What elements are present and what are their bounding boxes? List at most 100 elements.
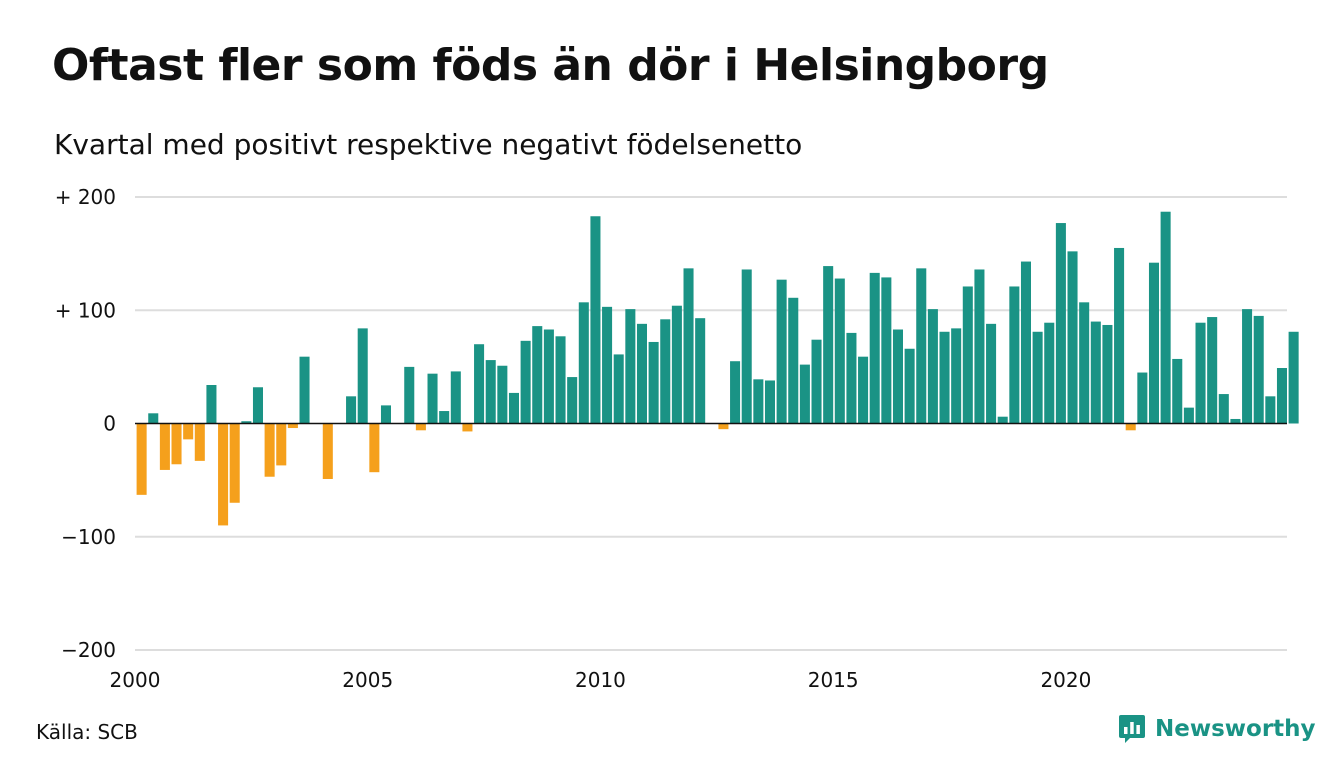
bar-chart: −200 −100 0 + 100 + 200 2000 2005 2010 2015 2020	[55, 185, 1299, 692]
bar	[241, 421, 252, 424]
bar	[1055, 223, 1066, 424]
bar	[834, 278, 845, 424]
bar	[287, 423, 298, 429]
bar	[590, 216, 601, 424]
bar	[1148, 262, 1159, 424]
x-tick-label: 2005	[342, 668, 393, 692]
bar	[508, 392, 519, 424]
x-tick-label: 2015	[808, 668, 859, 692]
bar	[613, 354, 624, 424]
bar	[1265, 396, 1276, 424]
bar	[171, 423, 182, 465]
bar	[497, 365, 508, 424]
bar	[858, 356, 869, 424]
bar	[1253, 315, 1264, 424]
bar	[1172, 358, 1183, 424]
bar	[276, 423, 287, 466]
bar	[369, 423, 380, 473]
bar	[764, 380, 775, 424]
bar	[904, 348, 915, 424]
bar	[939, 331, 950, 424]
y-tick-label: + 200	[55, 185, 116, 209]
bar	[1044, 322, 1055, 424]
bar	[1160, 211, 1171, 424]
x-tick-label: 2020	[1040, 668, 1091, 692]
bar	[1137, 372, 1148, 424]
y-tick-label: + 100	[55, 298, 116, 322]
chart-subtitle: Kvartal med positivt respektive negativt…	[54, 128, 803, 161]
bar	[683, 268, 694, 424]
bar	[869, 272, 880, 424]
bar	[625, 309, 636, 424]
bar	[951, 328, 962, 424]
bar	[136, 423, 147, 495]
bar	[148, 413, 159, 424]
bar	[730, 361, 741, 424]
bar	[543, 329, 554, 424]
bar	[159, 423, 170, 470]
bar	[788, 297, 799, 424]
newsworthy-logo: Newsworthy	[1118, 714, 1316, 744]
bar	[299, 356, 310, 424]
bar	[974, 269, 985, 424]
bar	[380, 405, 391, 424]
bar	[346, 396, 357, 424]
bar	[1125, 423, 1136, 431]
bar	[892, 329, 903, 424]
bar	[1242, 309, 1253, 424]
axes: −200 −100 0 + 100 + 200 2000 2005 2010 2015 2020	[55, 185, 1287, 692]
bar	[1009, 286, 1020, 424]
bar	[474, 344, 485, 424]
bar	[229, 423, 240, 503]
y-tick-label: −100	[61, 525, 116, 549]
y-tick-label: −200	[61, 638, 116, 662]
chart-title: Oftast fler som föds än dör i Helsingbor…	[52, 40, 1049, 91]
bar	[636, 323, 647, 424]
bar	[671, 305, 682, 424]
bars	[136, 211, 1299, 526]
x-tick-label: 2010	[575, 668, 626, 692]
bar	[695, 318, 706, 424]
bar	[1230, 418, 1241, 424]
bar	[811, 339, 822, 424]
bar	[218, 423, 229, 526]
bar	[322, 423, 333, 479]
bar	[776, 279, 787, 424]
logo-text: Newsworthy	[1155, 716, 1316, 742]
bar	[578, 302, 589, 424]
bar	[404, 366, 415, 424]
bar	[962, 286, 973, 424]
bar	[357, 328, 368, 424]
bar	[986, 323, 997, 424]
bar	[439, 411, 450, 424]
bar	[206, 385, 217, 424]
bar	[602, 306, 613, 424]
bar	[741, 269, 752, 424]
bar	[1020, 261, 1031, 424]
bar	[485, 360, 496, 424]
bar	[660, 319, 671, 424]
bar	[1276, 368, 1287, 424]
bar	[927, 309, 938, 424]
bar	[1067, 251, 1078, 424]
bar	[916, 268, 927, 424]
source-note: Källa: SCB	[36, 720, 138, 744]
bar	[1288, 331, 1299, 424]
bar	[567, 377, 578, 424]
bar	[1032, 331, 1043, 424]
bar	[1218, 394, 1229, 424]
bar	[1114, 247, 1125, 424]
bar	[1090, 321, 1101, 424]
bar	[194, 423, 205, 461]
bar	[823, 266, 834, 424]
gridlines	[135, 196, 1287, 651]
bar	[252, 387, 263, 424]
newsworthy-chart-icon	[1119, 715, 1145, 743]
bar	[648, 341, 659, 424]
bar	[881, 277, 892, 424]
bar	[997, 416, 1008, 424]
bar	[183, 423, 194, 440]
bar	[846, 332, 857, 424]
bar	[462, 423, 473, 432]
bar	[1207, 317, 1218, 424]
